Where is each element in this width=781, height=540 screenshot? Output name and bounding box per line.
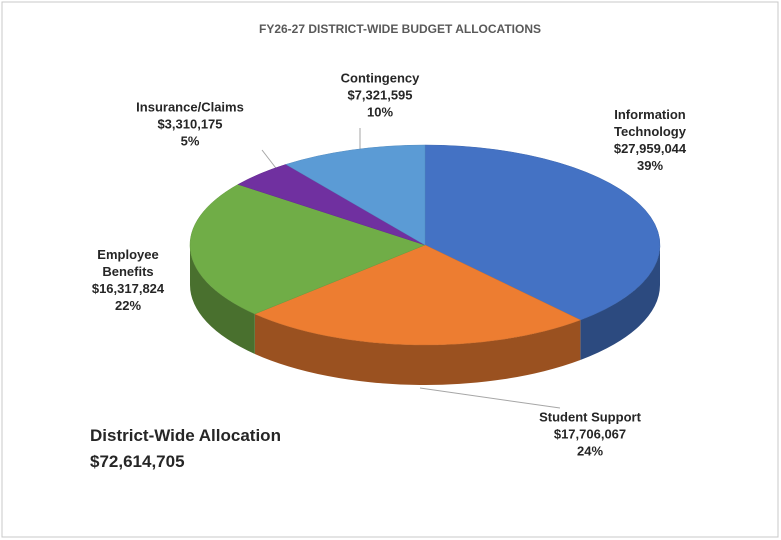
category-label: Employee Benefits: [97, 247, 159, 279]
data-label: Employee Benefits $16,317,824 22%: [78, 246, 178, 314]
value-label: $7,321,595: [347, 87, 413, 103]
walls: [190, 245, 660, 385]
percent-label: 39%: [636, 158, 664, 173]
value-label: $27,959,044: [613, 141, 687, 156]
slice-side: [580, 245, 660, 361]
data-label: Contingency $7,321,595 10%: [310, 70, 450, 121]
percent-label: 22%: [114, 298, 142, 313]
percent-label: 5%: [180, 133, 200, 149]
slice: [424, 144, 661, 321]
value-label: $16,317,824: [91, 281, 165, 296]
slice-side: [254, 313, 581, 385]
slice: [254, 244, 582, 346]
data-label: Information Technology $27,959,044 39%: [595, 106, 705, 174]
category-label: Information Technology: [614, 107, 686, 139]
tops: [189, 144, 661, 346]
slice-side: [190, 245, 255, 354]
percent-label: 24%: [576, 443, 604, 459]
leader-line: [419, 387, 561, 409]
annotation: $72,614,705: [90, 452, 185, 471]
percent-label: 10%: [366, 104, 394, 120]
slice: [189, 184, 426, 315]
data-label: Insurance/Claims $3,310,175 5%: [115, 99, 265, 150]
annotation: District-Wide Allocation: [90, 426, 281, 445]
category-label: Contingency: [340, 70, 420, 86]
slice: [285, 144, 426, 246]
category-label: Insurance/Claims: [136, 99, 244, 115]
category-label: Student Support: [539, 409, 641, 425]
value-label: $17,706,067: [553, 426, 627, 442]
value-label: $3,310,175: [157, 116, 223, 132]
data-label: Student Support $17,706,067 24%: [520, 409, 660, 460]
chart-title: FY26-27 DISTRICT-WIDE BUDGET ALLOCATIONS: [259, 22, 541, 36]
